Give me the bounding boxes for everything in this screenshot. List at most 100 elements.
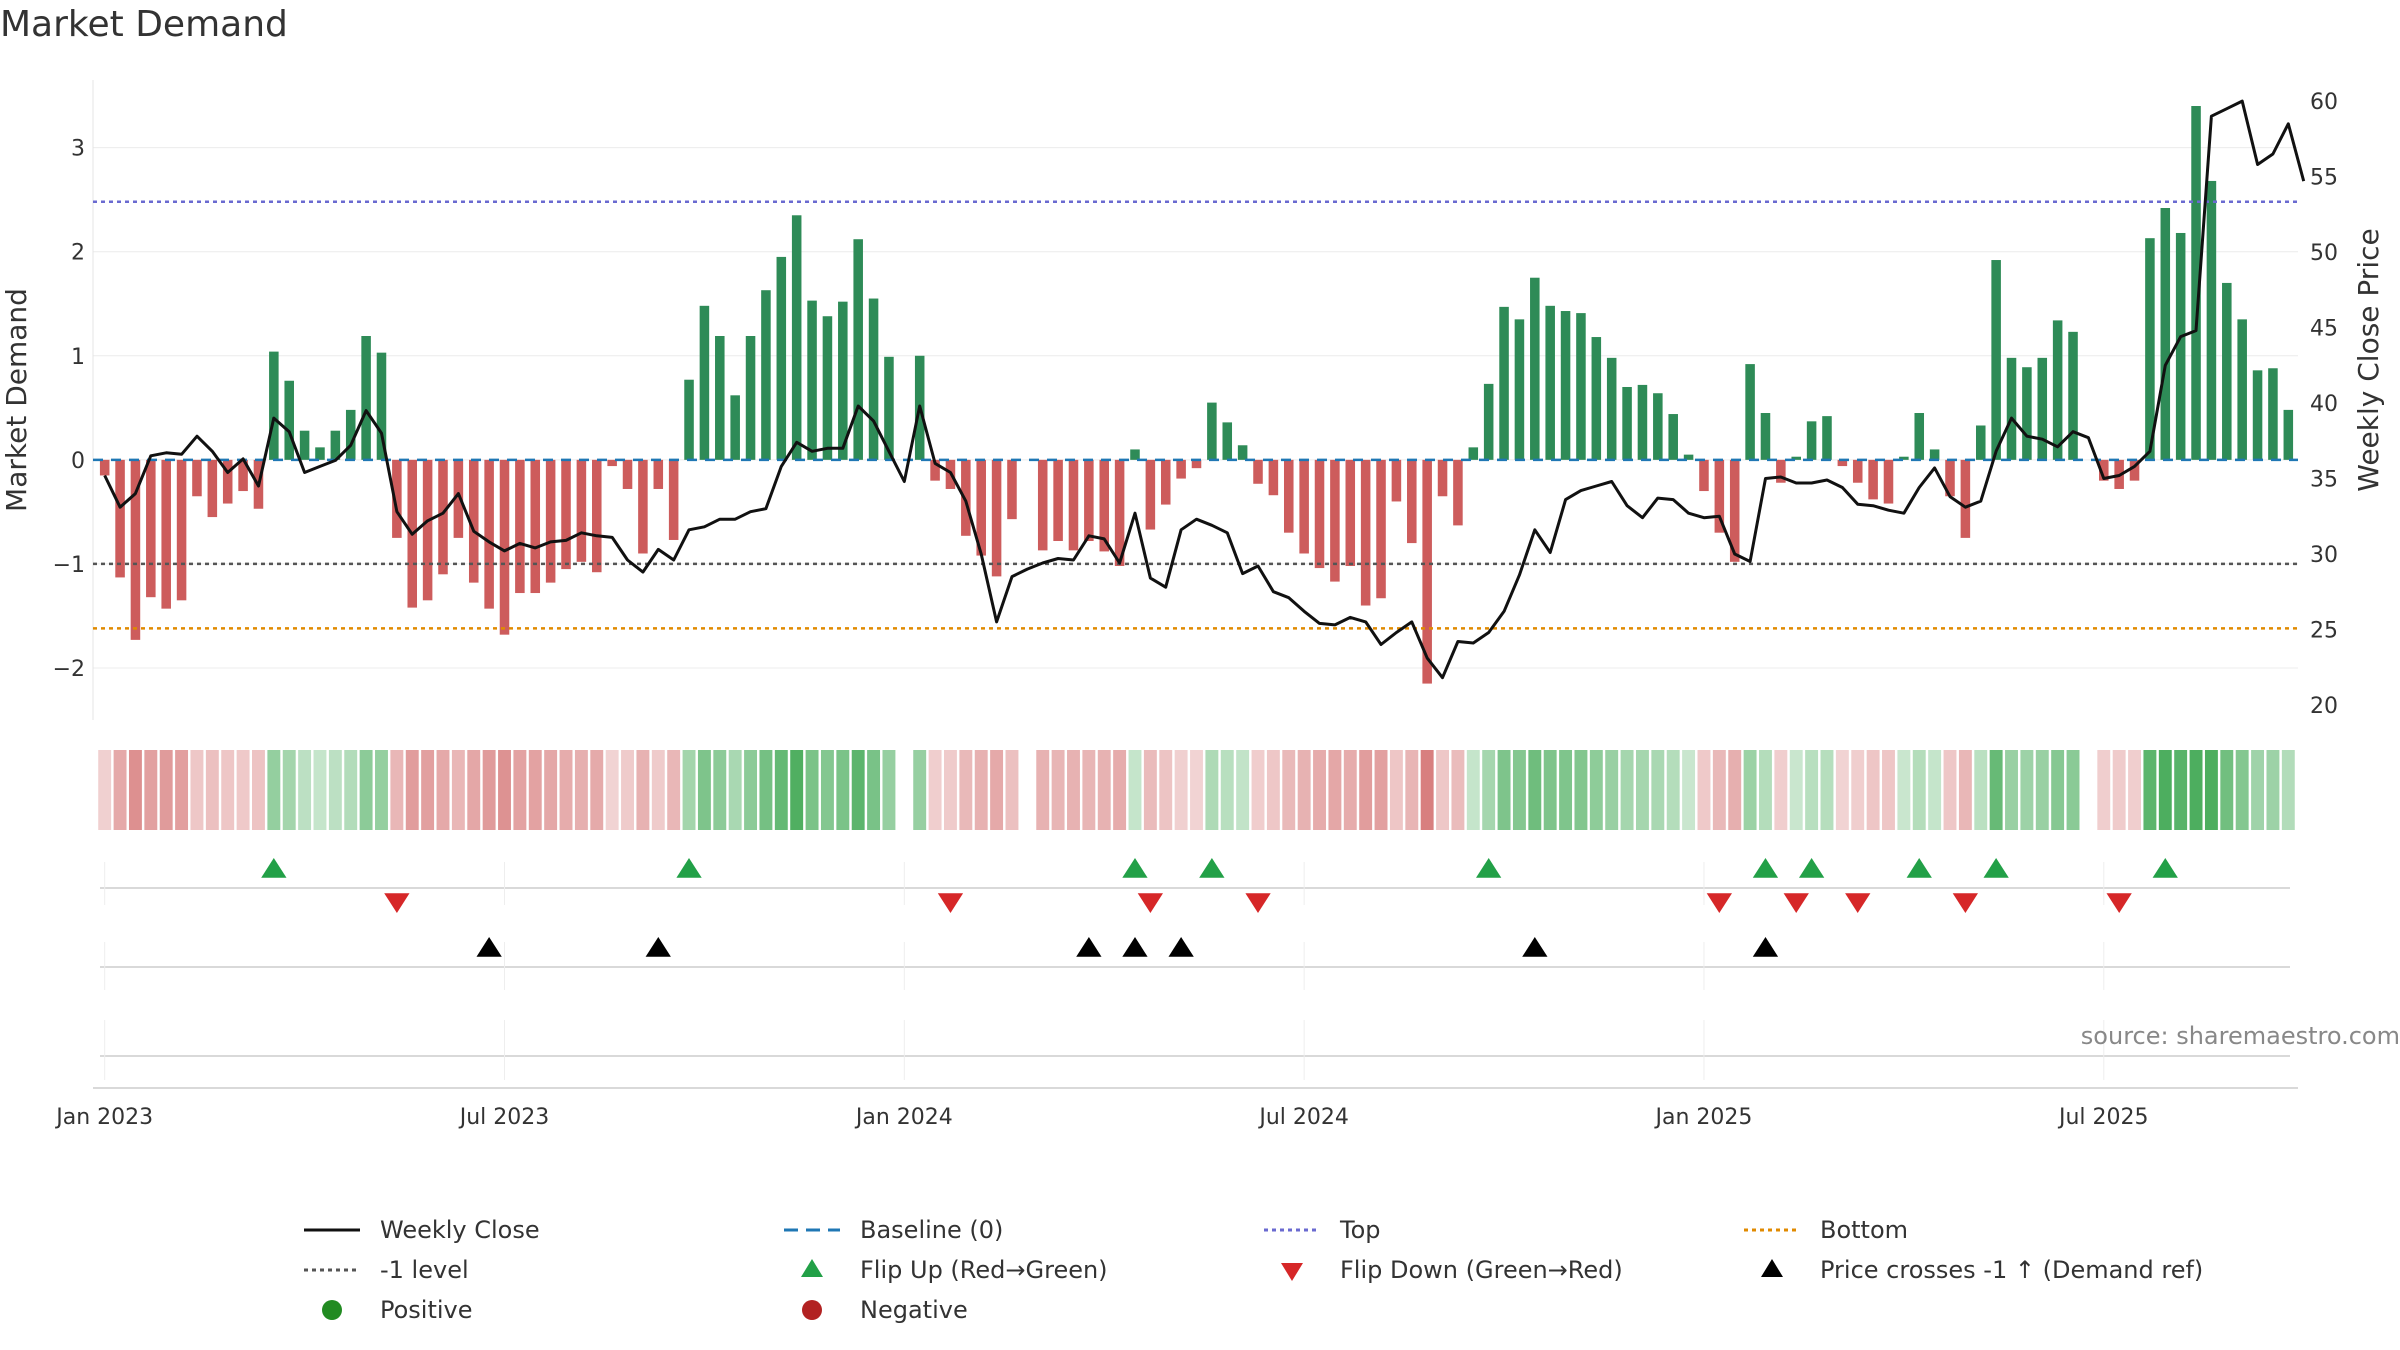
heat-cell [1851,750,1865,830]
demand-bar [2252,370,2263,460]
legend-item-flip-up: Flip Up (Red→Green) [780,1252,1260,1288]
demand-bar [1376,459,1386,599]
demand-bar [1253,459,1263,484]
heat-cell [1220,750,1234,830]
y-tick-label: 1 [71,345,85,370]
heat-cell [1943,750,1957,830]
demand-bar [1653,393,1663,460]
heat-cell [820,750,834,830]
heat-cell [128,750,142,830]
heat-cell [175,750,189,830]
heat-cell [313,750,327,830]
heat-cell [359,750,373,830]
heat-cell [144,750,158,830]
demand-bar [1407,459,1417,544]
heat-cell [205,750,219,830]
heat-cell [390,750,404,830]
demand-bar [961,459,971,536]
heat-cell [190,750,204,830]
price-cross-marker [1522,937,1548,957]
y2-axis-label: Weekly Close Price [2352,228,2385,491]
demand-bar [1960,459,1971,538]
demand-bar [1776,459,1786,483]
demand-bar [1668,414,1678,460]
demand-bar [1991,260,2001,460]
demand-bar [807,300,817,460]
dot-icon [322,1300,342,1320]
demand-bar [2191,106,2201,460]
heat-cell [221,750,235,830]
y2-tick-label: 20 [2310,694,2338,719]
line-dot-icon [1264,1228,1320,1232]
demand-bar [1899,456,1909,460]
heat-cell [774,750,788,830]
demand-bar [1191,459,1202,469]
demand-bar [761,290,771,460]
heat-cell [1005,750,1019,830]
heat-cell [1820,750,1834,830]
heat-cell [267,750,281,830]
flip-down-marker [384,893,410,913]
flip-up-marker [676,858,702,878]
heat-cell [1882,750,1895,830]
flip-up-marker [1752,858,1779,878]
demand-bar [853,239,863,460]
demand-bar [1084,459,1094,542]
y2-tick-label: 50 [2310,241,2338,266]
demand-bar [1422,459,1432,684]
triangle-down-icon [1281,1263,1303,1281]
flip-down-marker [2106,893,2132,913]
demand-bar [1360,459,1371,606]
demand-bar [1207,402,1217,460]
demand-bar [2222,282,2232,460]
legend-label: Positive [380,1296,473,1324]
legend-item-flip-down: Flip Down (Green→Red) [1260,1252,1740,1288]
demand-bar [1176,459,1186,479]
heat-cell [836,750,850,830]
heat-cell [2066,750,2080,830]
heat-cell [1497,750,1511,830]
heat-cell [621,750,634,830]
heat-cell [1343,750,1357,830]
demand-bar [1929,449,1940,460]
flip-down-marker [1245,893,1271,913]
heat-cell [713,750,727,830]
demand-bar [868,298,879,460]
heat-cell [990,750,1004,830]
flip-up-marker [1799,858,1825,878]
heat-cell [759,750,773,830]
price-cross-marker [645,937,671,957]
heat-cell [344,750,358,830]
heat-cell [1759,750,1772,830]
legend-label: Negative [860,1296,968,1324]
demand-bar [976,459,986,556]
x-tick-label: Jul 2024 [1257,1105,1349,1130]
demand-bar [1914,413,1925,460]
x-tick-label: Jul 2025 [2057,1105,2149,1130]
demand-bar [146,459,156,598]
legend-item-minus1-level: -1 level [300,1252,780,1288]
demand-bar [622,459,633,489]
demand-bar [315,447,325,460]
heat-cell [282,750,296,830]
demand-bar [392,459,402,538]
weekly-close-line [103,99,2306,680]
demand-bar [1945,459,1955,497]
demand-bar [438,459,448,575]
heat-cell [2251,750,2265,830]
line-dash-icon [784,1228,840,1232]
heat-cell [1113,750,1127,830]
flip-down-marker [1137,893,1163,913]
demand-bar [2022,367,2032,460]
flip-down-marker [1952,893,1978,913]
heat-cell [1251,750,1265,830]
demand-bar [1222,422,1233,460]
demand-bar [1237,445,1248,460]
heat-cell [1574,750,1588,830]
heat-cell [1605,750,1619,830]
legend-label: Baseline (0) [860,1216,1004,1244]
heat-cell [1912,750,1926,830]
heat-cell [1282,750,1296,830]
heat-cell [1128,750,1142,830]
